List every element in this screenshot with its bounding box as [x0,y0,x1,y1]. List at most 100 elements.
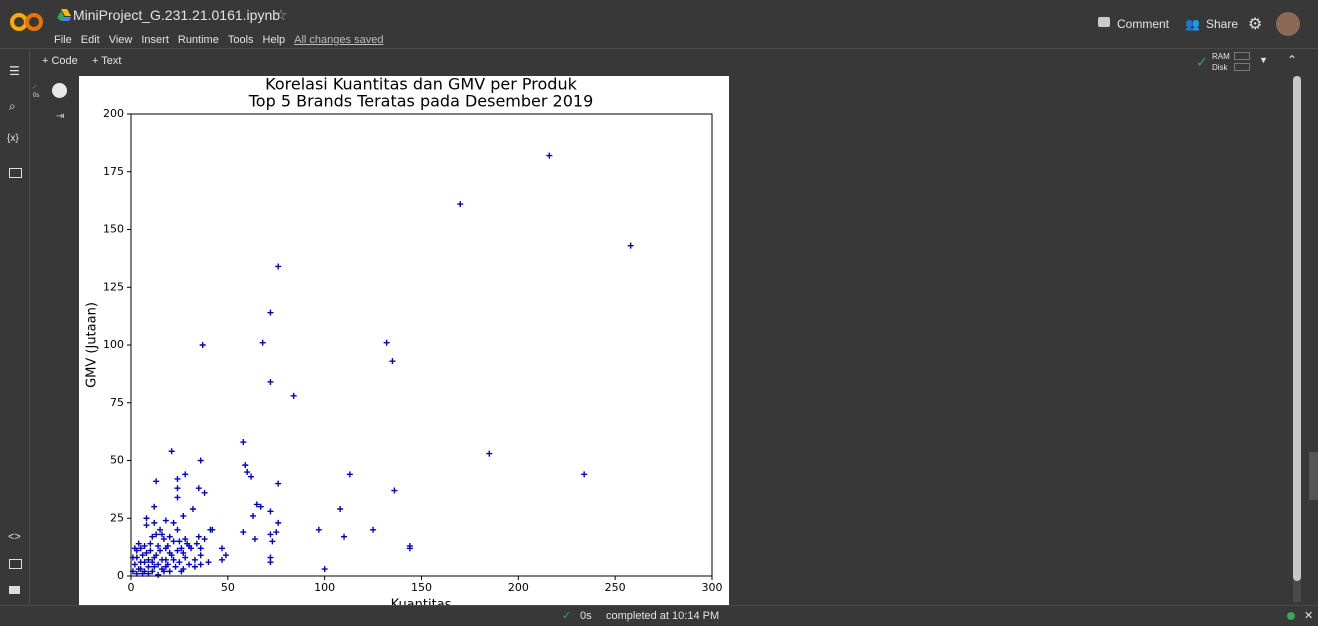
scatter-point [160,568,167,575]
scatter-point [193,540,200,547]
menu-item[interactable]: File [54,34,72,46]
scatter-point [341,533,348,540]
scatter-point [240,439,247,446]
scatter-point [189,506,196,513]
share-button[interactable]: Share [1206,17,1239,31]
settings-icon[interactable]: ⚙ [1248,16,1263,33]
scatter-point [162,517,169,524]
y-tick-label: 200 [103,107,124,120]
scatter-point [267,531,274,538]
x-tick-label: 150 [411,581,432,594]
scatter-point [151,503,158,510]
menu-item[interactable]: Insert [141,34,169,46]
scatter-point [145,563,152,570]
run-button[interactable] [52,83,67,98]
search-icon[interactable]: ⌕ [9,99,16,113]
add-text-button[interactable]: + Text [92,55,122,67]
status-dot [1287,612,1295,620]
y-tick-label: 75 [110,396,124,409]
scatter-point [182,554,189,561]
y-axis-label: GMV (Jutaan) [85,302,100,388]
scatter-point [201,536,208,543]
menu-item[interactable]: Help [262,34,286,46]
add-code-button[interactable]: + Code [42,55,78,67]
code-snippets-icon[interactable]: <> [8,531,21,543]
logo[interactable] [10,10,44,34]
terminal-icon[interactable] [9,586,20,594]
scatter-point [166,568,173,575]
scatter-point [188,545,195,552]
scatter-point [129,568,136,575]
scatter-point [141,568,148,575]
menu-item[interactable]: Runtime [177,34,219,46]
scatter-point [160,536,167,543]
scatter-point [269,538,276,545]
menu-item[interactable]: View [108,34,133,46]
x-tick-label: 300 [702,581,723,594]
x-axis-label: Kuantitas [391,598,452,606]
drive-icon [57,9,71,21]
filename[interactable]: MiniProject_G.231.21.0161.ipynb [73,7,281,23]
scatter-point [133,547,140,554]
x-tick-label: 100 [314,581,335,594]
scatter-point [178,545,185,552]
chart-title: Korelasi Kuantitas dan GMV per Produk [265,76,577,94]
scatter-point [155,571,162,578]
scatter-point [184,540,191,547]
menu-item[interactable]: Tools [227,34,254,46]
scatter-point [267,378,274,385]
close-status[interactable]: ✕ [1304,610,1314,622]
scatter-point [240,529,247,536]
scatter-point [346,471,353,478]
scatter-point [191,563,198,570]
variables-icon[interactable]: {x} [7,133,19,144]
scatter-point [199,342,206,348]
scatter-point [627,242,634,249]
scrollbar[interactable] [1293,76,1301,602]
palette-icon[interactable] [9,559,22,569]
scatter-point [205,559,212,566]
avatar[interactable] [1276,12,1300,36]
scatter-point [131,561,138,568]
add-text-label: Text [101,55,122,67]
scatter-point [145,556,152,563]
status-time: 0s [580,610,592,622]
scatter-point [137,566,144,573]
collapse-button[interactable]: ⌃ [1287,53,1298,67]
scatter-point [383,339,390,346]
scatter-point [166,549,173,556]
scatter-point [153,478,160,485]
scatter-point [406,545,413,552]
scatter-point [197,457,204,464]
scatter-point [158,531,165,538]
scatter-point [337,506,344,513]
scatter-point [222,552,229,559]
scatter-point [158,556,165,563]
star-icon[interactable]: ☆ [274,7,288,24]
scatter-point [157,547,164,554]
toc-icon[interactable]: ☰ [9,64,20,78]
scatter-point [186,561,193,568]
scatter-point [155,561,162,568]
scatter-point [370,526,377,533]
scatter-point [248,473,255,480]
resources-dropdown[interactable]: ▼ [1259,55,1268,65]
save-status[interactable]: All changes saved [294,34,384,46]
scatter-point [267,559,274,566]
status-completed: completed at 10:14 PM [606,610,720,622]
menu-item[interactable]: Edit [80,34,100,46]
output-icon[interactable]: ⇥ [56,111,65,122]
scatter-point [166,533,173,540]
comment-button[interactable]: Comment [1117,17,1170,31]
scatter-point [135,540,142,547]
files-icon[interactable] [9,168,22,178]
scatter-point [170,556,177,563]
x-tick-label: 0 [128,581,135,594]
scatter-point [145,570,152,577]
scatter-point [275,480,282,487]
scatter-point [170,519,177,526]
scatter-point [153,531,160,538]
scatter-point [149,559,156,566]
scatter-point [389,358,396,365]
scatter-point [147,547,154,554]
